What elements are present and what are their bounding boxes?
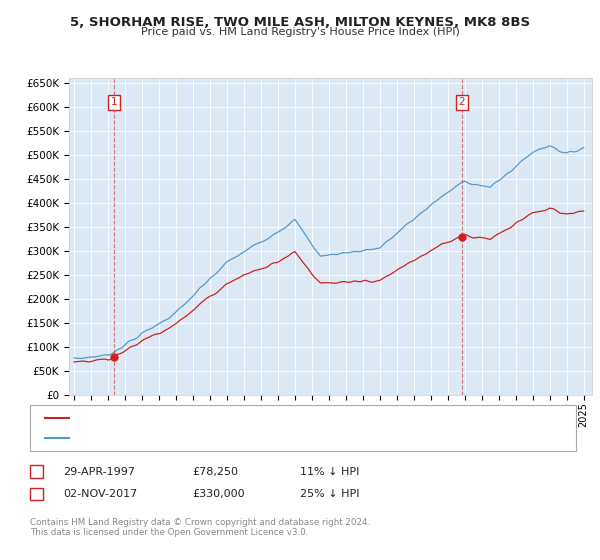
Text: 2: 2	[458, 97, 465, 108]
Text: 1: 1	[33, 466, 40, 477]
Text: Price paid vs. HM Land Registry's House Price Index (HPI): Price paid vs. HM Land Registry's House …	[140, 27, 460, 37]
Text: HPI: Average price, detached house, Milton Keynes: HPI: Average price, detached house, Milt…	[73, 433, 322, 443]
Text: Contains HM Land Registry data © Crown copyright and database right 2024.
This d: Contains HM Land Registry data © Crown c…	[30, 518, 370, 538]
Text: 25% ↓ HPI: 25% ↓ HPI	[300, 489, 359, 499]
Text: 1: 1	[110, 97, 117, 108]
Text: 2: 2	[33, 489, 40, 499]
Text: 11% ↓ HPI: 11% ↓ HPI	[300, 466, 359, 477]
Text: 5, SHORHAM RISE, TWO MILE ASH, MILTON KEYNES, MK8 8BS: 5, SHORHAM RISE, TWO MILE ASH, MILTON KE…	[70, 16, 530, 29]
Text: 29-APR-1997: 29-APR-1997	[63, 466, 135, 477]
Text: £330,000: £330,000	[192, 489, 245, 499]
Text: £78,250: £78,250	[192, 466, 238, 477]
Text: 5, SHORHAM RISE, TWO MILE ASH, MILTON KEYNES, MK8 8BS (detached house): 5, SHORHAM RISE, TWO MILE ASH, MILTON KE…	[73, 413, 462, 423]
Text: 02-NOV-2017: 02-NOV-2017	[63, 489, 137, 499]
